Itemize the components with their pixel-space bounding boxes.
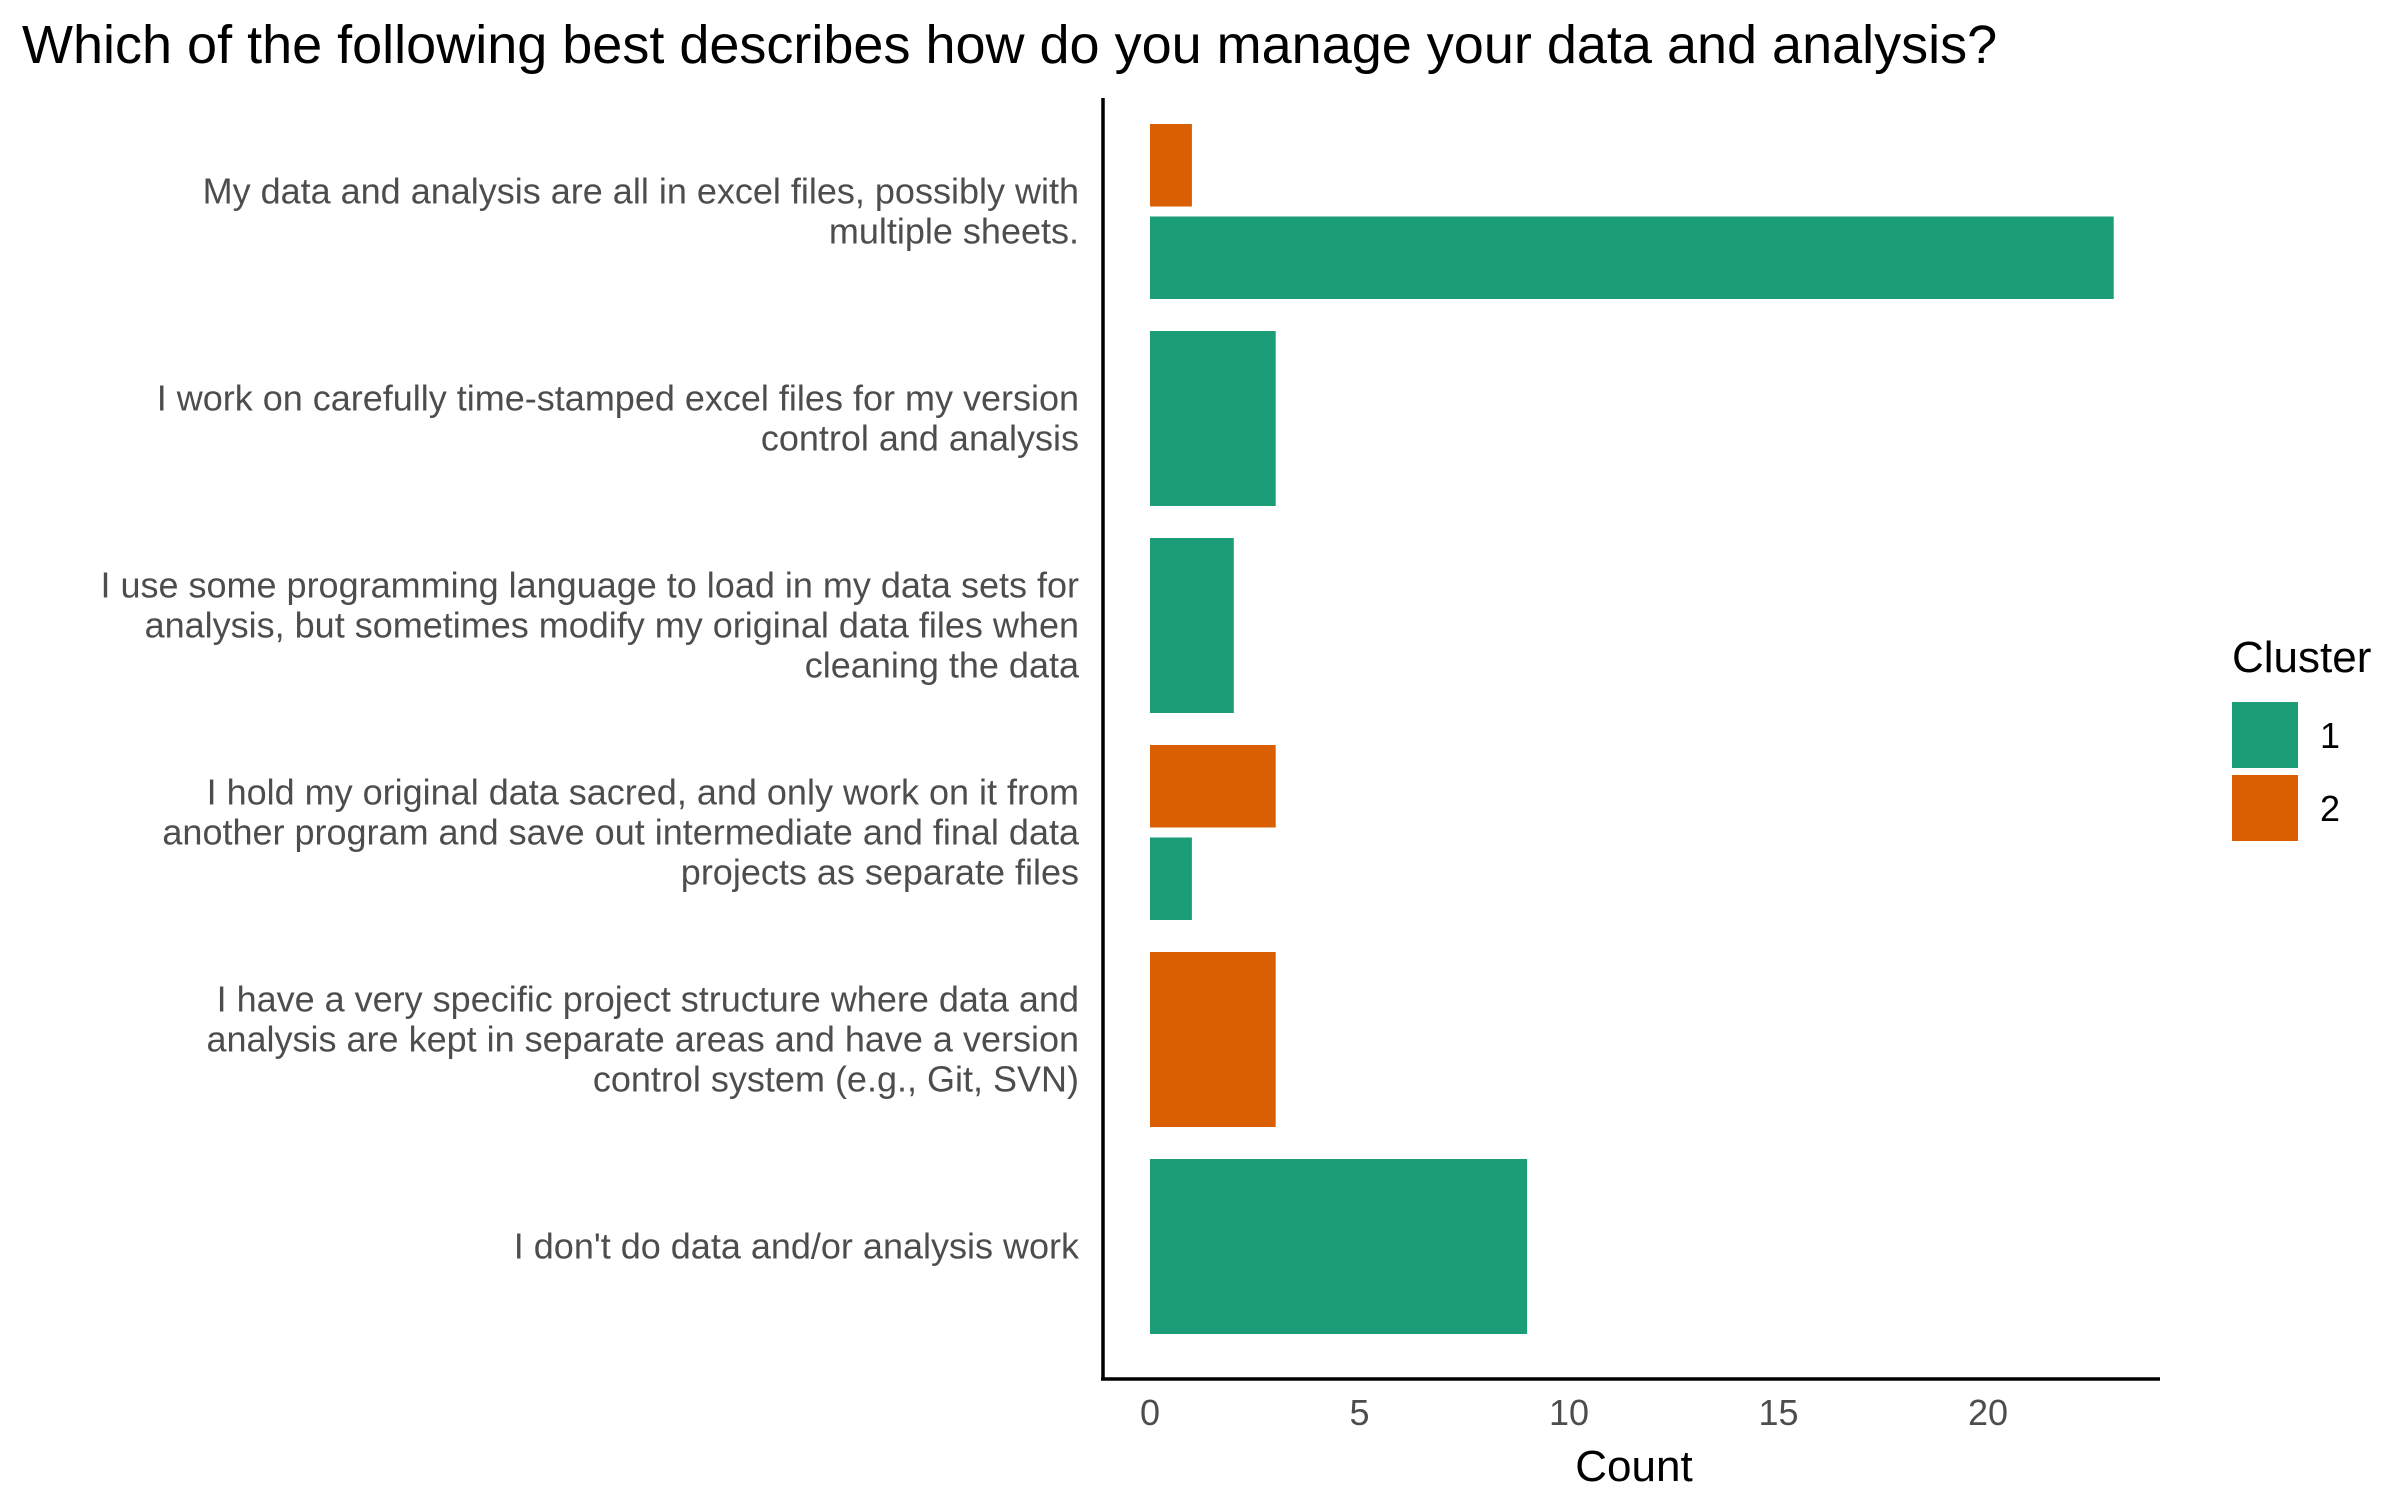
category-label-6: I don't do data and/or analysis work [514,1226,1080,1267]
category-label-5: I have a very specific project structure… [206,979,1079,1100]
category-label-4: I hold my original data sacred, and only… [162,772,1080,893]
bars-layer [1150,124,2114,1334]
category-label-line: control and analysis [761,418,1079,459]
legend-label-cluster-1: 1 [2320,715,2340,756]
category-label-line: I work on carefully time-stamped excel f… [157,378,1079,419]
bar-cluster-1-row-4 [1150,837,1192,920]
category-label-line: I hold my original data sacred, and only… [207,772,1079,813]
chart-title: Which of the following best describes ho… [22,15,1998,75]
x-tick-label: 20 [1968,1392,2008,1433]
category-label-line: analysis, but sometimes modify my origin… [145,605,1079,646]
category-label-line: I have a very specific project structure… [217,979,1079,1020]
legend-key-cluster-2 [2232,775,2298,841]
category-label-1: My data and analysis are all in excel fi… [203,171,1079,252]
category-label-line: control system (e.g., Git, SVN) [593,1059,1079,1100]
category-label-line: cleaning the data [805,645,1080,686]
category-label-2: I work on carefully time-stamped excel f… [157,378,1079,459]
category-label-line: another program and save out intermediat… [162,812,1080,853]
axes [1101,98,2160,1381]
x-tick-labels: 0 5 10 15 20 [1140,1392,2008,1433]
bar-cluster-1-row-3 [1150,538,1234,713]
category-label-line: My data and analysis are all in excel fi… [203,171,1079,212]
bar-cluster-1-row-2 [1150,331,1276,506]
category-label-line: I don't do data and/or analysis work [514,1226,1080,1267]
x-tick-label: 5 [1349,1392,1369,1433]
x-tick-label: 0 [1140,1392,1160,1433]
category-label-line: multiple sheets. [829,211,1079,252]
bar-cluster-2-row-4 [1150,745,1276,828]
category-label-line: analysis are kept in separate areas and … [206,1019,1079,1060]
bar-cluster-1-row-6 [1150,1159,1528,1334]
category-label-line: projects as separate files [681,852,1079,893]
x-tick-label: 15 [1758,1392,1798,1433]
category-label-3: I use some programming language to load … [100,565,1080,686]
bar-cluster-1-row-1 [1150,216,2114,299]
x-tick-label: 10 [1549,1392,1589,1433]
bar-cluster-2-row-5 [1150,952,1276,1127]
bar-cluster-2-row-1 [1150,124,1192,207]
category-label-line: I use some programming language to load … [100,565,1079,606]
x-axis-title: Count [1575,1442,1692,1491]
category-labels: My data and analysis are all in excel fi… [100,171,1080,1267]
legend-label-cluster-2: 2 [2320,788,2340,829]
legend-key-cluster-1 [2232,702,2298,768]
legend: Cluster 1 2 [2232,633,2371,841]
legend-title: Cluster [2232,633,2371,682]
